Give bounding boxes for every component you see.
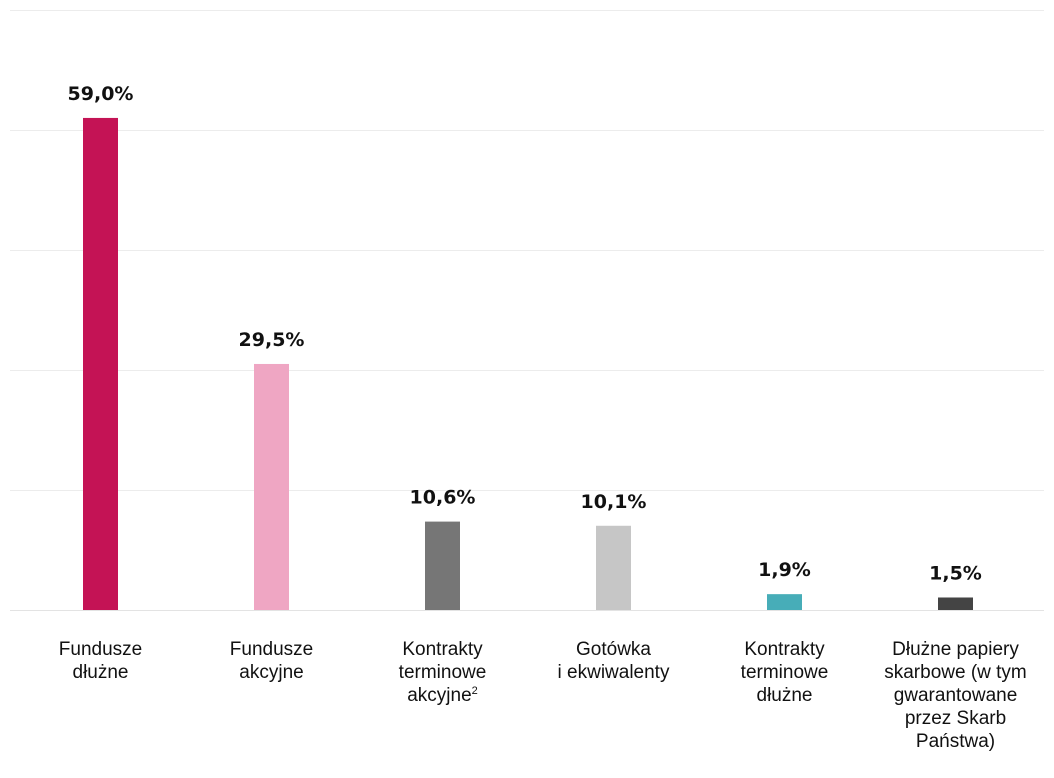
data-label: 10,6% <box>410 487 476 509</box>
category-labels: Fundusze dłużne Fundusze akcyjne Kontrakty te… <box>59 639 1027 752</box>
bar <box>596 525 631 610</box>
bars <box>83 117 973 610</box>
data-label: 59,0% <box>68 83 134 105</box>
bar <box>254 363 289 610</box>
category-tick-label: Dłużne papiery skarbowe (w tym gwarantowan… <box>884 639 1027 752</box>
bar <box>938 597 973 610</box>
category-tick-label: Kontrakty terminowe dłużne <box>741 639 829 706</box>
bar <box>83 117 118 610</box>
data-label: 10,1% <box>581 491 647 513</box>
category-tick-label: Fundusze dłużne <box>59 639 142 683</box>
category-tick-label: Fundusze akcyjne <box>230 639 313 683</box>
category-tick-label: Gotówka i ekwiwalenty <box>558 639 670 683</box>
bar <box>767 594 802 610</box>
data-label: 1,9% <box>758 559 811 581</box>
value-labels: 59,0% 29,5% 10,6% 10,1% 1,9% 1,5% <box>68 83 982 585</box>
bar <box>425 521 460 610</box>
category-tick-label: Kontrakty terminowe akcyjne2 <box>399 639 487 706</box>
data-label: 1,5% <box>929 562 982 584</box>
grid-lines <box>10 10 1044 611</box>
data-label: 29,5% <box>239 329 305 351</box>
